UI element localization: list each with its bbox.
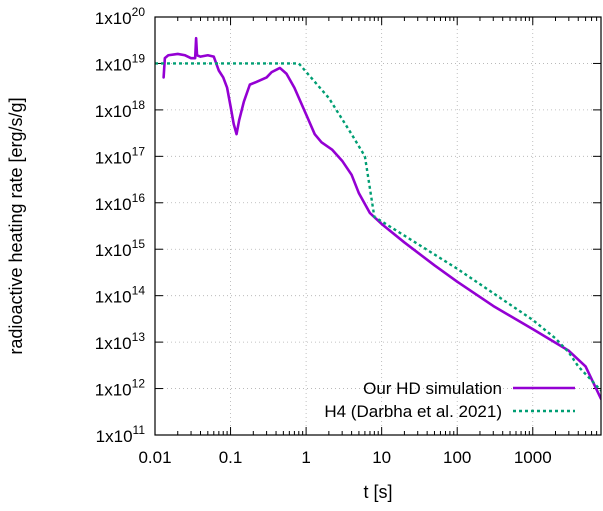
x-tick-label: 0.1	[219, 448, 243, 467]
y-tick-label: 1x1019	[95, 51, 146, 74]
y-tick-label: 1x1015	[95, 237, 146, 260]
x-tick-label: 1000	[514, 448, 552, 467]
x-tick-label: 0.01	[138, 448, 171, 467]
x-tick-label: 100	[443, 448, 471, 467]
y-tick-label: 1x1016	[95, 191, 146, 214]
x-tick-label: 10	[372, 448, 391, 467]
legend-label: H4 (Darbha et al. 2021)	[324, 402, 502, 421]
x-axis-title: t [s]	[363, 482, 392, 502]
y-tick-label: 1x1017	[95, 144, 146, 167]
y-tick-label: 1x1014	[95, 284, 146, 307]
x-tick-label: 1	[301, 448, 310, 467]
y-tick-label: 1x1011	[96, 423, 146, 446]
series-line-h4-darbha	[155, 62, 601, 392]
y-tick-label: 1x1013	[95, 330, 146, 353]
series-layer	[155, 36, 601, 401]
y-tick-label: 1x1012	[95, 377, 146, 400]
y-axis-title: radioactive heating rate [erg/s/g]	[6, 97, 26, 354]
y-tick-label: 1x1018	[95, 98, 146, 121]
axes: 0.01 0.1 1 10 100 1000 1x1011 1x1012 1x1013 1x101…	[95, 5, 602, 467]
series-line-hd-simulation	[162, 36, 601, 401]
y-tick-label: 1x1020	[95, 5, 146, 28]
plot-frame	[154, 16, 602, 436]
legend: Our HD simulation H4 (Darbha et al. 2021)	[324, 379, 575, 421]
legend-label: Our HD simulation	[363, 379, 502, 398]
